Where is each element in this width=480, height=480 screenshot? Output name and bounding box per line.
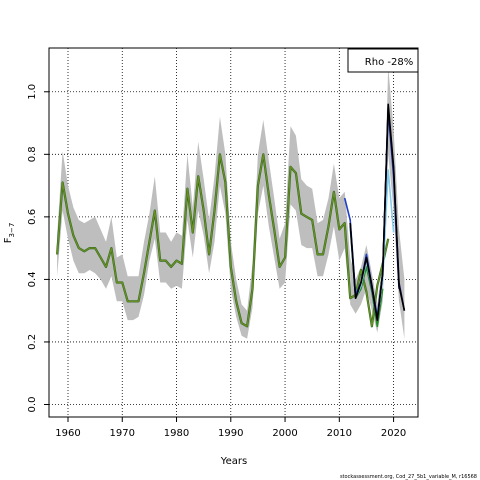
- x-tick-label: 1960: [55, 428, 80, 439]
- y-tick-label: 1.0: [27, 84, 38, 100]
- y-tick-label: 0.2: [27, 334, 38, 350]
- y-tick-label: 0.8: [27, 146, 38, 162]
- legend: Rho -28%: [347, 48, 419, 73]
- y-tick-label: 0.4: [27, 271, 38, 287]
- y-tick-label: 0.0: [27, 397, 38, 413]
- confidence-band: [57, 116, 351, 339]
- x-tick-label: 2020: [381, 428, 406, 439]
- svg-text:F3−7: F3−7: [3, 223, 16, 244]
- x-tick-label: 1990: [218, 428, 243, 439]
- y-axis-label-subscript: 3−7: [8, 223, 16, 238]
- series-line-retro: [349, 103, 406, 321]
- y-tick-label: 0.6: [27, 209, 38, 225]
- x-tick-label: 1980: [164, 428, 189, 439]
- y-axis-label-main: F: [3, 237, 14, 243]
- y-axis: 0.0 0.2 0.4 0.6 0.8 1.0: [27, 84, 49, 413]
- legend-box: [347, 48, 419, 73]
- y-axis-label: F3−7: [3, 223, 16, 244]
- x-tick-label: 2010: [327, 428, 352, 439]
- series-lines: [56, 103, 406, 328]
- x-tick-label: 1970: [110, 428, 135, 439]
- series-line-main: [56, 153, 389, 327]
- legend-text: Rho -28%: [365, 57, 413, 68]
- footer-text: stockassessment.org, Cod_27_5b1_variable…: [340, 474, 477, 480]
- x-axis-label: Years: [220, 456, 247, 467]
- x-axis: 1960 1970 1980 1990 2000 2010 2020: [55, 416, 406, 439]
- x-tick-label: 2000: [272, 428, 297, 439]
